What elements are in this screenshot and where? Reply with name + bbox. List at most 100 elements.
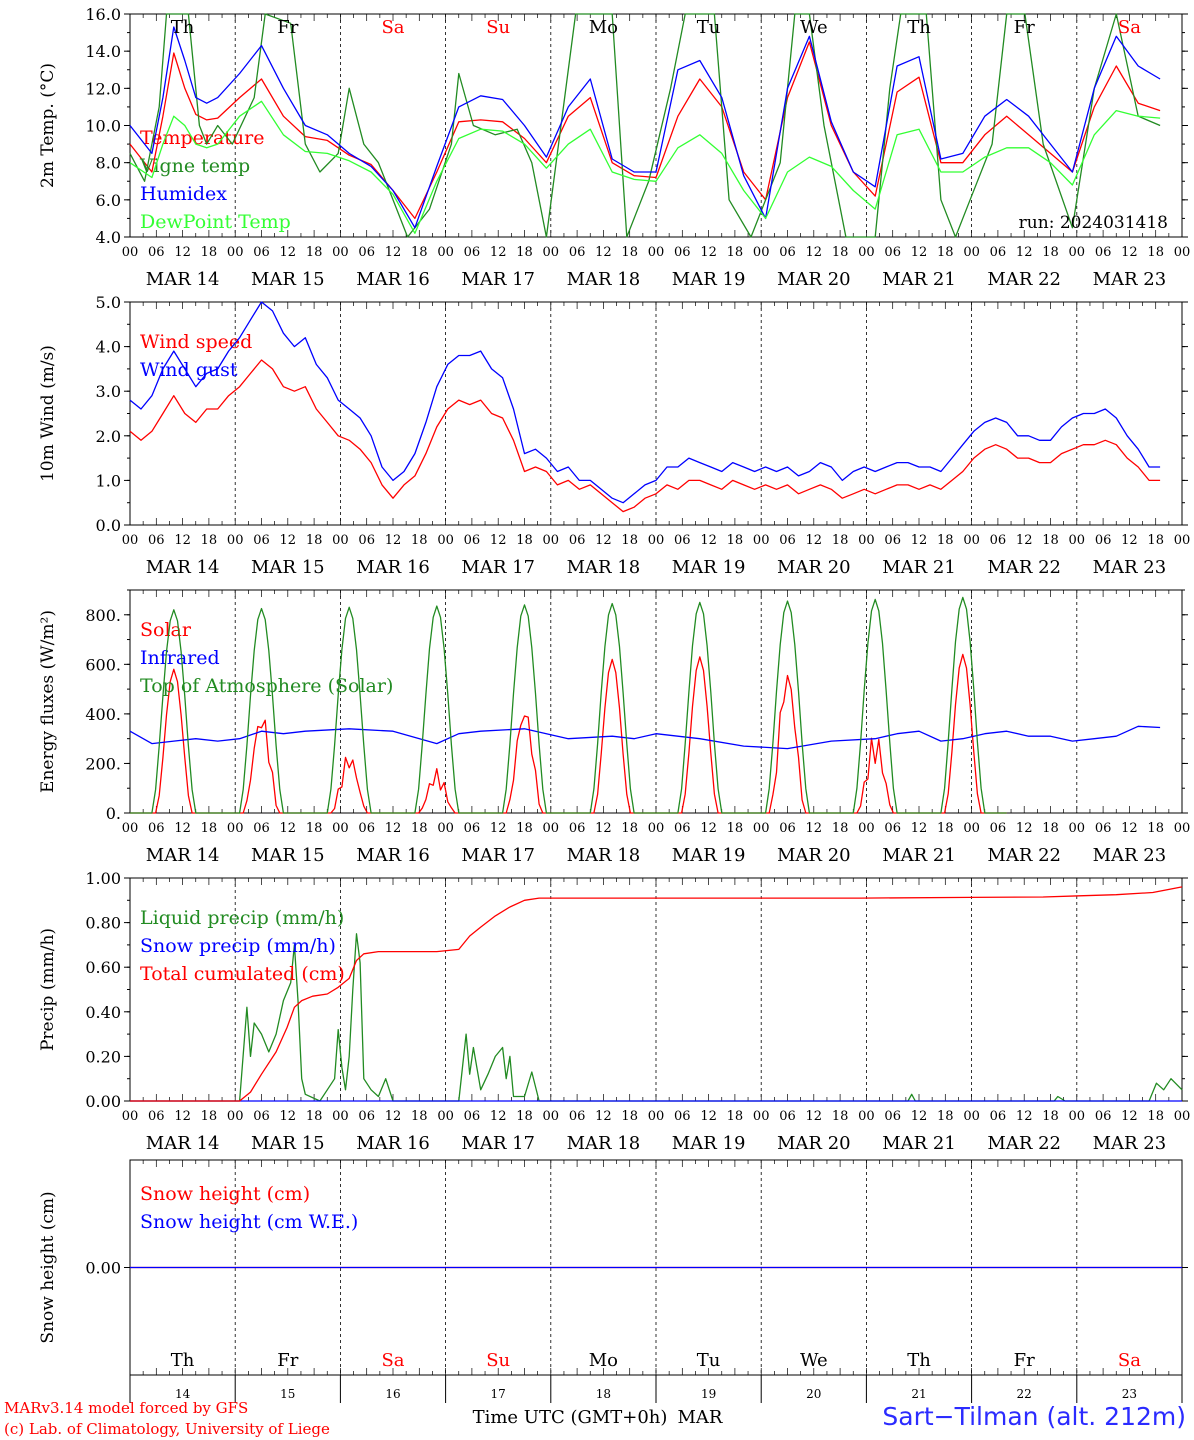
date-label: MAR 19 <box>672 557 746 578</box>
hour-tick-label: 06 <box>569 533 586 548</box>
series-line-3-2 <box>129 725 1161 750</box>
hour-tick-label: 06 <box>148 245 165 260</box>
hour-tick-label: 12 <box>806 533 823 548</box>
hour-tick-label: 06 <box>779 245 796 260</box>
y-tick-label: 0.60 <box>85 958 121 977</box>
hour-tick-label: 00 <box>1069 1109 1086 1124</box>
hour-tick-label: 00 <box>648 1109 665 1124</box>
legend-entry: Top of Atmosphere (Solar) <box>140 675 393 697</box>
hour-tick-label: 12 <box>490 1109 507 1124</box>
hour-tick-label: 00 <box>332 245 349 260</box>
date-label: MAR 14 <box>146 1133 220 1154</box>
panel-frame <box>129 589 1183 814</box>
hour-tick-label: 06 <box>569 1109 586 1124</box>
hour-tick-label: 12 <box>1121 821 1138 836</box>
legend-entry: Snow height (cm) <box>140 1183 310 1205</box>
date-label: MAR 14 <box>146 557 220 578</box>
hour-tick-label: 06 <box>1095 533 1112 548</box>
legend-entry: Snow height (cm W.E.) <box>140 1211 358 1233</box>
date-label: MAR 18 <box>567 557 641 578</box>
hour-tick-label: 06 <box>358 1109 375 1124</box>
hour-tick-label: 00 <box>1174 1109 1191 1124</box>
hour-tick-label: 18 <box>411 821 428 836</box>
y-tick-label: 0.40 <box>85 1003 121 1022</box>
hour-tick-label: 18 <box>832 821 849 836</box>
hour-tick-label: 12 <box>806 821 823 836</box>
hour-tick-label: 00 <box>753 821 770 836</box>
panel-5: 0.00 Snow height (cm) Snow height (cm) Snow… <box>38 1159 1188 1428</box>
hour-tick-label: 18 <box>1042 1109 1059 1124</box>
hour-tick-label: 00 <box>1069 821 1086 836</box>
hour-tick-label: 06 <box>1095 1109 1112 1124</box>
day-number: 14 <box>175 1387 191 1401</box>
x-axis-label: Time UTC (GMT+0h) <box>473 1407 668 1428</box>
hour-tick-label: 00 <box>858 1109 875 1124</box>
legend-entry: DewPoint Temp <box>140 211 291 233</box>
hour-tick-label: 12 <box>1121 245 1138 260</box>
hour-tick-label: 18 <box>727 245 744 260</box>
hour-tick-label: 06 <box>148 1109 165 1124</box>
series-line-2-1 <box>129 359 1161 513</box>
hour-tick-label: 12 <box>280 1109 297 1124</box>
hour-tick-label: 12 <box>1016 821 1033 836</box>
hour-tick-label: 18 <box>727 1109 744 1124</box>
hour-tick-label: 18 <box>832 533 849 548</box>
hour-tick-label: 06 <box>253 1109 270 1124</box>
date-label: MAR 16 <box>356 269 430 290</box>
weekday-label: Mo <box>589 17 618 38</box>
weekday-label: Tu <box>697 17 721 38</box>
date-label: MAR 16 <box>356 557 430 578</box>
hour-tick-label: 12 <box>911 821 928 836</box>
hour-tick-label: 00 <box>227 533 244 548</box>
legend-entry: Temperature <box>140 127 264 149</box>
hour-tick-label: 00 <box>122 533 139 548</box>
hour-tick-label: 12 <box>174 821 191 836</box>
hour-tick-label: 18 <box>1147 245 1164 260</box>
hour-tick-label: 12 <box>174 533 191 548</box>
hour-tick-label: 00 <box>1069 245 1086 260</box>
y-tick-label: 0.00 <box>85 1259 121 1278</box>
day-number: 15 <box>280 1387 295 1401</box>
hour-tick-label: 06 <box>358 245 375 260</box>
hour-tick-label: 06 <box>253 533 270 548</box>
hour-tick-label: 18 <box>937 245 954 260</box>
panel-3: 0. 200. 400. 600. 800. Energy fluxes (W/m²) So… <box>38 589 1190 866</box>
hour-tick-label: 00 <box>753 533 770 548</box>
y-tick-label: 0. <box>106 804 121 823</box>
date-label: MAR 15 <box>251 845 325 866</box>
y-axis-label: 2m Temp. (°C) <box>38 63 58 188</box>
weekday-label: Tu <box>697 1350 721 1371</box>
weekday-label: We <box>800 1350 828 1371</box>
hour-tick-label: 18 <box>727 821 744 836</box>
weekday-label: Mo <box>589 1350 618 1371</box>
date-label: MAR 20 <box>777 269 851 290</box>
weekday-label: Sa <box>1118 17 1141 38</box>
hour-tick-label: 00 <box>858 245 875 260</box>
date-label: MAR 23 <box>1093 269 1167 290</box>
panel-frame <box>129 13 1183 238</box>
hour-tick-label: 18 <box>1147 821 1164 836</box>
hour-tick-label: 00 <box>122 245 139 260</box>
hour-tick-label: 18 <box>937 533 954 548</box>
y-tick-label: 16.0 <box>85 5 121 24</box>
hour-tick-label: 00 <box>332 821 349 836</box>
date-label: MAR 21 <box>882 557 956 578</box>
x-axis-month: MAR <box>678 1407 723 1428</box>
hour-tick-label: 18 <box>832 1109 849 1124</box>
hour-tick-label: 00 <box>437 1109 454 1124</box>
date-label: MAR 20 <box>777 1133 851 1154</box>
date-label: MAR 23 <box>1093 557 1167 578</box>
date-label: MAR 22 <box>987 557 1061 578</box>
y-tick-label: 0.00 <box>85 1092 121 1111</box>
date-label: MAR 17 <box>461 1133 535 1154</box>
hour-tick-label: 12 <box>806 245 823 260</box>
date-label: MAR 15 <box>251 269 325 290</box>
weekday-label: Fr <box>1014 17 1035 38</box>
date-label: MAR 22 <box>987 845 1061 866</box>
hour-tick-label: 06 <box>1095 245 1112 260</box>
series-line-1-3 <box>129 26 1161 229</box>
hour-tick-label: 00 <box>648 533 665 548</box>
series-line-2-2 <box>129 301 1161 504</box>
hour-tick-label: 00 <box>227 821 244 836</box>
series-line-1-2 <box>129 13 1161 238</box>
